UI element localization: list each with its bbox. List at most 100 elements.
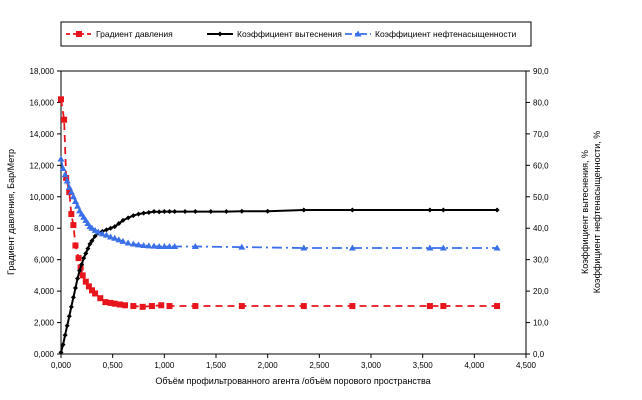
y-left-tick-label: 6,000 — [34, 256, 55, 265]
data-point-displacement-coefficient — [62, 332, 68, 338]
data-point-pressure-gradient — [63, 174, 70, 181]
data-point-displacement-coefficient — [223, 209, 229, 215]
data-point-oil-saturation-coefficient — [107, 233, 115, 240]
data-point-displacement-coefficient — [108, 225, 114, 231]
y-right-tick-label: 40,0 — [533, 224, 549, 233]
y-right-tick-label: 10,0 — [533, 319, 549, 328]
legend: Градиент давления Коэффициент вытеснения К… — [60, 21, 532, 47]
data-point-pressure-gradient — [70, 222, 77, 229]
data-point-displacement-coefficient — [301, 207, 307, 213]
data-point-displacement-coefficient — [79, 261, 85, 267]
legend-marker-displacement-coefficient — [217, 31, 223, 37]
data-point-oil-saturation-coefficient — [145, 242, 153, 249]
x-tick-label: 0,000 — [51, 361, 72, 370]
data-point-displacement-coefficient — [92, 233, 98, 239]
data-point-pressure-gradient — [111, 300, 118, 307]
data-point-oil-saturation-coefficient — [160, 242, 168, 249]
y-right-tick-label: 90,0 — [533, 67, 549, 76]
data-point-oil-saturation-coefficient — [115, 236, 123, 243]
data-point-pressure-gradient — [72, 242, 79, 249]
data-point-pressure-gradient — [238, 303, 245, 310]
data-point-displacement-coefficient — [77, 268, 83, 274]
data-point-displacement-coefficient — [192, 209, 198, 215]
plot-area — [60, 70, 527, 355]
data-point-pressure-gradient — [82, 278, 89, 285]
data-point-oil-saturation-coefficient — [59, 164, 67, 171]
y-right-tick-label: 30,0 — [533, 256, 549, 265]
data-point-oil-saturation-coefficient — [155, 242, 163, 249]
data-point-oil-saturation-coefficient — [300, 244, 308, 251]
data-point-displacement-coefficient — [151, 209, 157, 215]
data-point-pressure-gradient — [75, 255, 82, 262]
legend-marker-pressure-gradient — [76, 31, 82, 37]
legend-label-pressure-gradient: Градиент давления — [96, 29, 173, 39]
data-point-oil-saturation-coefficient — [166, 242, 173, 249]
data-point-pressure-gradient — [79, 272, 86, 279]
data-point-displacement-coefficient — [87, 241, 93, 247]
data-point-oil-saturation-coefficient — [171, 242, 179, 249]
data-point-oil-saturation-coefficient — [135, 241, 142, 248]
y-left-tick-label: 18,000 — [30, 67, 55, 76]
data-point-pressure-gradient — [85, 283, 92, 290]
data-point-displacement-coefficient — [103, 227, 109, 233]
x-tick-label: 3,500 — [413, 361, 434, 370]
legend-label-displacement-coefficient: Коэффициент вытеснения — [237, 29, 342, 39]
legend-label-oil-saturation-coefficient: Коэффициент нефтенасыщенности — [375, 29, 516, 39]
data-point-oil-saturation-coefficient — [74, 202, 82, 209]
data-point-displacement-coefficient — [120, 217, 126, 223]
data-point-displacement-coefficient — [130, 213, 136, 219]
data-point-oil-saturation-coefficient — [348, 244, 356, 251]
data-point-pressure-gradient — [66, 189, 73, 196]
data-point-pressure-gradient — [148, 303, 155, 310]
data-point-oil-saturation-coefficient — [71, 197, 79, 204]
data-point-pressure-gradient — [92, 290, 99, 297]
data-point-displacement-coefficient — [141, 210, 147, 216]
data-point-displacement-coefficient — [85, 246, 91, 252]
y-left-axis-title: Градиент давления, Бар/Метр — [6, 149, 16, 275]
data-point-displacement-coefficient — [72, 285, 78, 291]
data-point-pressure-gradient — [97, 295, 104, 302]
data-point-displacement-coefficient — [136, 211, 141, 217]
data-point-oil-saturation-coefficient — [102, 231, 110, 238]
data-point-oil-saturation-coefficient — [61, 171, 69, 178]
x-tick-label: 3,000 — [361, 361, 382, 370]
legend-marker-oil-saturation-coefficient — [354, 30, 362, 37]
data-point-displacement-coefficient — [239, 208, 245, 214]
data-point-displacement-coefficient — [70, 294, 76, 300]
data-point-displacement-coefficient — [60, 342, 66, 348]
data-point-displacement-coefficient — [172, 209, 178, 215]
data-point-pressure-gradient — [426, 303, 433, 310]
y-left-tick-label: 14,000 — [30, 130, 55, 139]
data-point-oil-saturation-coefficient — [238, 243, 246, 250]
data-point-oil-saturation-coefficient — [439, 244, 447, 251]
data-point-oil-saturation-coefficient — [69, 193, 77, 200]
y-left-tick-label: 10,000 — [30, 193, 55, 202]
data-point-oil-saturation-coefficient — [94, 228, 102, 235]
y-left-tick-label: 16,000 — [30, 98, 55, 107]
data-point-displacement-coefficient — [89, 238, 95, 244]
data-point-pressure-gradient — [139, 303, 146, 310]
data-point-displacement-coefficient — [349, 207, 355, 213]
data-point-pressure-gradient — [122, 302, 129, 309]
data-point-displacement-coefficient — [83, 250, 89, 256]
data-point-displacement-coefficient — [81, 255, 87, 261]
data-point-displacement-coefficient — [156, 209, 162, 215]
data-point-oil-saturation-coefficient — [129, 240, 137, 247]
series-oil-saturation-coefficient — [57, 155, 501, 251]
x-tick-label: 2,000 — [258, 361, 279, 370]
data-point-displacement-coefficient — [125, 215, 131, 221]
x-tick-label: 1,000 — [154, 361, 175, 370]
data-point-displacement-coefficient — [182, 209, 188, 215]
axes: 0,000 0,500 1,000 1,500 2,000 2,500 3,000 3,500… — [30, 67, 550, 370]
y-left-tick-label: 4,000 — [34, 287, 55, 296]
data-point-displacement-coefficient — [427, 207, 433, 213]
y-left-tick-label: 12,000 — [30, 161, 55, 170]
data-point-pressure-gradient — [89, 287, 95, 294]
x-tick-label: 0,500 — [103, 361, 124, 370]
data-point-displacement-coefficient — [66, 313, 72, 319]
data-point-pressure-gradient — [130, 303, 137, 310]
y-right-tick-label: 70,0 — [533, 130, 549, 139]
data-point-pressure-gradient — [192, 303, 199, 310]
data-point-oil-saturation-coefficient — [63, 177, 71, 184]
x-tick-label: 4,500 — [516, 361, 537, 370]
